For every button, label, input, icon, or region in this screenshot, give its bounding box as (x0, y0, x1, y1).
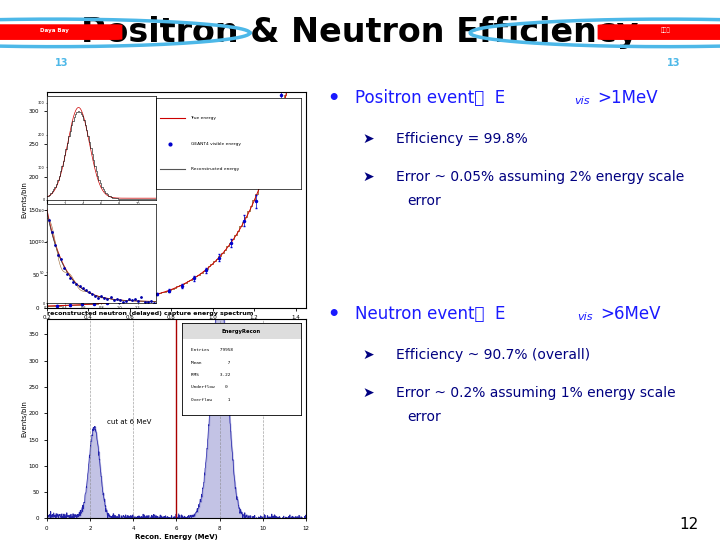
Text: reconstructed neutron (delayed) capture energy spectrum: reconstructed neutron (delayed) capture … (47, 311, 253, 316)
True energy (256, 181, 265, 187)
Text: vis: vis (577, 312, 593, 322)
Text: >6MeV: >6MeV (600, 305, 660, 323)
FancyBboxPatch shape (598, 24, 720, 40)
Text: Error ~ 0.2% assuming 1% energy scale: Error ~ 0.2% assuming 1% energy scale (396, 386, 675, 400)
True energy (42, 303, 51, 309)
Text: 大亚湾: 大亚湾 (661, 28, 671, 33)
True energy (178, 281, 186, 288)
Y-axis label: Events/bin: Events/bin (22, 181, 27, 218)
Text: cut at 6 MeV: cut at 6 MeV (107, 418, 151, 425)
Text: Neutron event：  E: Neutron event： E (355, 305, 505, 323)
True energy (127, 296, 136, 303)
True energy (189, 276, 197, 282)
Text: error: error (407, 194, 441, 208)
Text: Error ~ 0.05% assuming 2% energy scale: Error ~ 0.05% assuming 2% energy scale (396, 170, 684, 184)
Text: ➤: ➤ (362, 170, 374, 184)
Y-axis label: Events/bin: Events/bin (22, 400, 27, 437)
Text: 12: 12 (679, 517, 698, 532)
X-axis label: Recon. Energy (MeV): Recon. Energy (MeV) (135, 534, 217, 540)
Text: Efficiency = 99.8%: Efficiency = 99.8% (396, 132, 528, 146)
Text: ➤: ➤ (362, 132, 374, 146)
Text: ➤: ➤ (362, 386, 374, 400)
FancyBboxPatch shape (0, 24, 122, 40)
Text: 13: 13 (667, 58, 680, 68)
Text: Positron event：  E: Positron event： E (355, 89, 505, 107)
Text: •: • (328, 89, 340, 108)
Text: ➤: ➤ (362, 348, 374, 362)
Text: error: error (407, 410, 441, 424)
True energy (145, 293, 154, 299)
Text: >1MeV: >1MeV (598, 89, 658, 107)
Text: Daya Bay: Daya Bay (40, 28, 68, 33)
Text: Positron & Neutron Efficiency: Positron & Neutron Efficiency (81, 16, 639, 49)
True energy (222, 246, 230, 253)
Text: Efficiency ~ 90.7% (overall): Efficiency ~ 90.7% (overall) (396, 348, 590, 362)
Line: True energy: True energy (47, 0, 306, 306)
Text: 13: 13 (55, 58, 68, 68)
Text: •: • (328, 305, 340, 324)
X-axis label: Positron Energy Spectrum (MeV): Positron Energy Spectrum (MeV) (112, 323, 241, 329)
Text: vis: vis (575, 96, 590, 106)
